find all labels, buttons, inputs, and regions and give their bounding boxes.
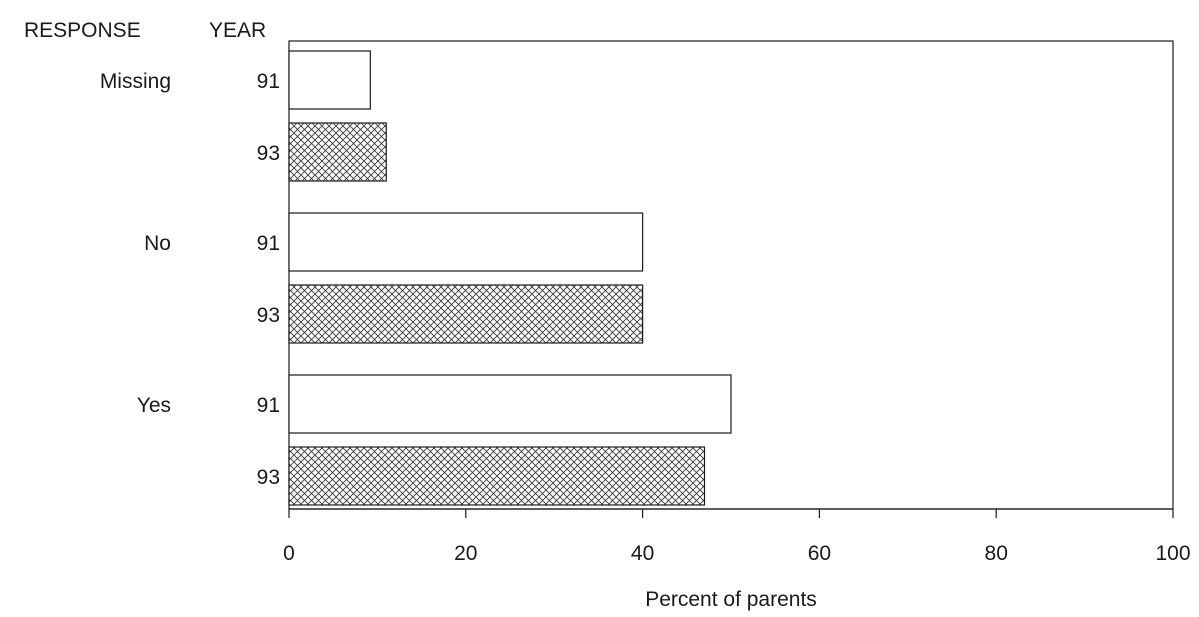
year-label-missing-91: 91	[257, 70, 280, 93]
year-label-yes-91: 91	[257, 394, 280, 417]
year-label-missing-93: 93	[257, 142, 280, 165]
year-label-yes-93: 93	[257, 466, 280, 489]
x-tick-label-80: 80	[985, 542, 1008, 565]
x-axis: 0 20 40 60 80 100	[283, 508, 1191, 565]
bar-no-93	[288, 284, 644, 344]
response-header: RESPONSE	[24, 19, 141, 42]
year-label-no-91: 91	[257, 232, 280, 255]
bar-missing-91	[288, 50, 371, 110]
bar-yes-93	[288, 446, 706, 506]
bar-yes-91	[288, 374, 732, 434]
x-axis-label: Percent of parents	[645, 588, 817, 611]
plot-frame	[288, 40, 1174, 510]
year-header: YEAR	[209, 19, 266, 42]
x-tick-label-60: 60	[808, 542, 831, 565]
response-label-missing: Missing	[100, 70, 171, 93]
x-tick-label-20: 20	[454, 542, 477, 565]
x-tick-label-0: 0	[283, 542, 295, 565]
bars: Missing 91 93 No 91 93 Yes 91 93	[100, 50, 732, 506]
year-label-no-93: 93	[257, 304, 280, 327]
bar-no-91	[288, 212, 644, 272]
x-tick-label-40: 40	[631, 542, 654, 565]
x-tick-label-100: 100	[1155, 542, 1190, 565]
response-label-no: No	[144, 232, 171, 255]
bar-missing-93	[288, 122, 387, 182]
response-label-yes: Yes	[137, 394, 171, 417]
